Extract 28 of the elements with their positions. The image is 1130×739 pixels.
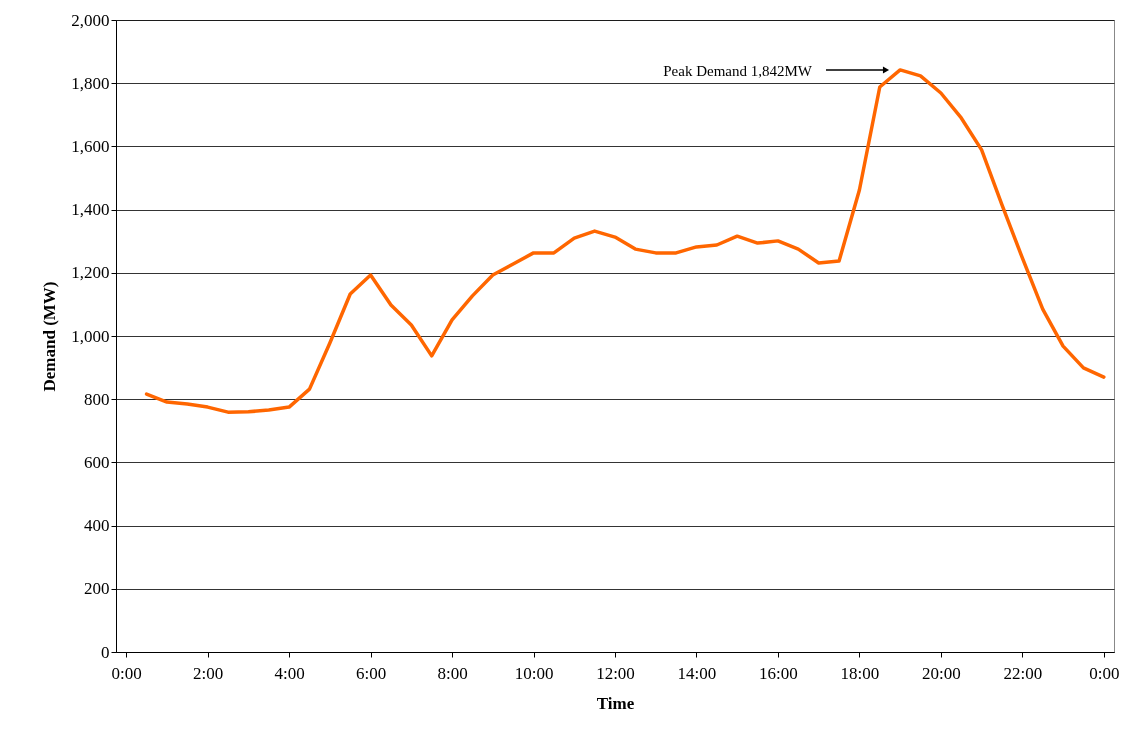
x-tick-label: 6:00 xyxy=(355,663,387,683)
y-tick-label: 1,400 xyxy=(71,200,110,220)
x-tick-label: 0:00 xyxy=(111,663,142,683)
x-tick-label: 18:00 xyxy=(840,663,880,683)
x-axis-title: Time xyxy=(596,693,635,713)
y-axis-title: Demand (MW) xyxy=(40,281,60,392)
x-tick-label: 10:00 xyxy=(514,663,554,683)
y-tick-label: 1,000 xyxy=(71,326,110,346)
y-tick-label: 1,600 xyxy=(71,136,110,156)
y-tick-label: 800 xyxy=(84,389,110,409)
y-tick-label: 1,800 xyxy=(71,73,110,93)
x-tick-label: 0:00 xyxy=(1089,663,1120,683)
x-tick-label: 20:00 xyxy=(922,663,961,683)
x-tick-label: 14:00 xyxy=(677,663,717,683)
x-tick-label: 22:00 xyxy=(1003,663,1043,683)
y-tick-label: 200 xyxy=(84,579,110,599)
x-tick-label: 4:00 xyxy=(274,663,305,683)
annotation: Peak Demand 1,842MW xyxy=(663,63,813,79)
x-tick-label: 8:00 xyxy=(437,663,468,683)
x-tick-label: 2:00 xyxy=(193,663,224,683)
y-tick-label: 400 xyxy=(84,516,110,536)
y-tick-label: 0 xyxy=(101,642,110,662)
y-tick-label: 2,000 xyxy=(71,10,110,30)
y-tick-label: 1,200 xyxy=(71,263,110,283)
y-tick-label: 600 xyxy=(84,452,110,472)
line-series xyxy=(144,68,1106,414)
x-tick-label: 12:00 xyxy=(596,663,635,683)
x-tick-label: 16:00 xyxy=(759,663,798,683)
